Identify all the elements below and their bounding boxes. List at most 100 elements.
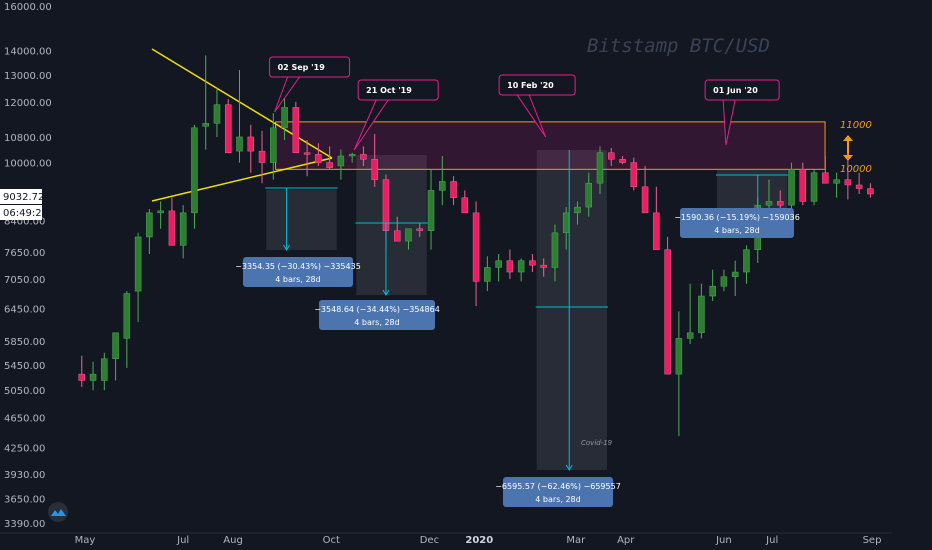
candle-body[interactable] <box>236 136 243 152</box>
candle-body[interactable] <box>224 104 232 153</box>
candle-body[interactable] <box>810 172 818 202</box>
candle-body[interactable] <box>664 249 671 375</box>
callout-box <box>357 79 439 101</box>
candle-body[interactable] <box>844 179 852 186</box>
candle-body[interactable] <box>585 182 592 208</box>
x-tick-label: Jun <box>715 535 732 546</box>
candle-body[interactable] <box>540 264 547 268</box>
candle-body[interactable] <box>213 104 221 124</box>
candle-body[interactable] <box>822 172 829 184</box>
candle-body[interactable] <box>123 293 131 339</box>
measure-info-box <box>319 300 435 330</box>
candle-body[interactable] <box>484 267 491 282</box>
candle-body[interactable] <box>777 201 784 206</box>
candle-body[interactable] <box>89 373 97 381</box>
candle-body[interactable] <box>506 260 514 273</box>
candle-body[interactable] <box>157 210 164 214</box>
candle-body[interactable] <box>168 210 176 246</box>
candle-body[interactable] <box>495 260 502 268</box>
x-tick-label: Sep <box>863 535 882 546</box>
candle-body[interactable] <box>360 154 367 160</box>
candle-body[interactable] <box>765 201 773 206</box>
x-tick-label: Dec <box>420 535 439 546</box>
x-tick-label: Mar <box>566 535 586 546</box>
candle-body[interactable] <box>315 154 322 163</box>
candle-body[interactable] <box>675 338 683 375</box>
candle-body[interactable] <box>709 285 716 297</box>
candle-body[interactable] <box>788 169 795 206</box>
candle-body[interactable] <box>78 373 86 381</box>
candle-body[interactable] <box>101 358 108 381</box>
candle-body[interactable] <box>517 260 525 273</box>
x-tick-label: Apr <box>617 535 635 546</box>
candle-body[interactable] <box>855 184 863 189</box>
y-tick-label: 16000.00 <box>4 2 52 13</box>
candle-body[interactable] <box>202 123 209 127</box>
measure-region <box>356 155 427 295</box>
y-tick-label: 14000.00 <box>4 46 52 57</box>
y-tick-label: 5450.00 <box>4 361 45 372</box>
candle-body[interactable] <box>416 228 424 231</box>
measure-bars-text: 4 bars, 28d <box>354 318 399 327</box>
candle-body[interactable] <box>450 181 457 198</box>
candle-body[interactable] <box>439 181 446 191</box>
candle-body[interactable] <box>596 152 604 184</box>
candle-body[interactable] <box>337 155 345 167</box>
candle-body[interactable] <box>405 228 412 242</box>
candle-body[interactable] <box>529 260 536 266</box>
callout-label: 10 Feb '20 <box>507 81 554 90</box>
candle-body[interactable] <box>281 107 288 129</box>
candle-body[interactable] <box>247 136 255 152</box>
candle-body[interactable] <box>743 249 750 273</box>
callout-box <box>269 56 351 78</box>
candle-body[interactable] <box>686 332 694 339</box>
candle-body[interactable] <box>720 276 728 287</box>
candle-body[interactable] <box>348 154 356 157</box>
candle-body[interactable] <box>326 162 333 168</box>
candle-body[interactable] <box>608 152 615 160</box>
candle-body[interactable] <box>551 232 559 268</box>
candle-body[interactable] <box>698 295 705 334</box>
candle-body[interactable] <box>653 212 660 250</box>
y-tick-label: 5850.00 <box>4 337 45 348</box>
candle-body[interactable] <box>574 206 581 214</box>
candle-body[interactable] <box>303 152 311 155</box>
y-tick-label: 4650.00 <box>4 414 45 425</box>
candle-body[interactable] <box>112 332 119 360</box>
candle-body[interactable] <box>191 127 198 214</box>
candle-body[interactable] <box>179 212 187 246</box>
candle-body[interactable] <box>630 162 638 188</box>
measure-change-text: −3354.35 (−30.43%) −335435 <box>235 262 361 271</box>
measure-change-text: −1590.36 (−15.19%) −159036 <box>674 213 800 222</box>
candle-body[interactable] <box>833 179 840 184</box>
candle-body[interactable] <box>867 188 874 195</box>
candle-body[interactable] <box>146 212 153 238</box>
candle-body[interactable] <box>461 197 469 214</box>
candle-body[interactable] <box>641 186 649 214</box>
candle-body[interactable] <box>562 212 570 234</box>
callout-pointer <box>274 76 300 113</box>
watermark-text: Bitstamp BTC/USD <box>587 35 770 57</box>
candle-body[interactable] <box>731 271 739 277</box>
candle-body[interactable] <box>427 190 435 231</box>
x-tick-label: May <box>75 535 96 546</box>
last-price-label <box>0 189 42 204</box>
candle-body[interactable] <box>799 169 807 202</box>
candle-body[interactable] <box>292 107 300 153</box>
candle-body[interactable] <box>134 236 142 292</box>
candle-body[interactable] <box>371 159 378 180</box>
candle-body[interactable] <box>393 230 401 242</box>
callout-box <box>704 79 780 101</box>
callout-box <box>498 74 576 96</box>
countdown-text: 06:49:28 <box>3 208 48 219</box>
measure-info-box <box>243 257 353 287</box>
candle-body[interactable] <box>472 212 480 282</box>
callout-pointer <box>722 99 736 146</box>
price-axis-bg <box>892 0 932 550</box>
candle-body[interactable] <box>258 150 266 163</box>
y-tick-label: 8400.00 <box>4 217 45 228</box>
logo-icon <box>51 509 66 516</box>
candle-body[interactable] <box>270 127 277 163</box>
candle-body[interactable] <box>619 159 626 163</box>
